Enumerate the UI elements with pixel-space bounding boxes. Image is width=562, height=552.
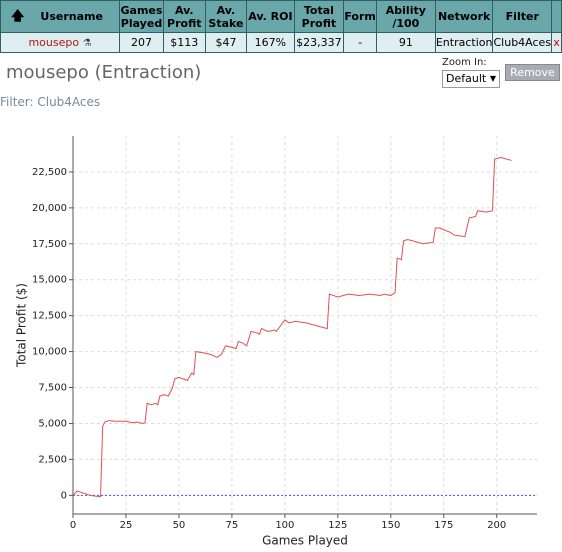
close-cell[interactable]: x	[551, 32, 562, 53]
player-name[interactable]: mousepo	[28, 36, 80, 49]
x-tick-label: 50	[173, 520, 186, 531]
y-tick-label: 22,500	[32, 167, 67, 178]
header-cell	[551, 0, 562, 33]
header-row: 🡅 Username Games Played Av. Profit Av. St…	[0, 0, 562, 33]
y-tick-label: 12,500	[32, 311, 67, 322]
cell: 167%	[246, 32, 295, 53]
stats-table: 🡅 Username Games Played Av. Profit Av. St…	[0, 0, 562, 53]
y-tick-label: 2,500	[38, 454, 67, 465]
y-tick-label: 7,500	[38, 383, 67, 394]
x-tick-label: 0	[70, 520, 76, 531]
x-tick-label: 125	[328, 520, 347, 531]
zoom-select[interactable]: Default ▼	[442, 70, 500, 88]
cell: 207	[119, 32, 164, 53]
header-cell[interactable]: Av. Profit	[162, 0, 206, 33]
y-tick-label: 0	[61, 490, 67, 501]
cell: 91	[375, 32, 436, 53]
y-tick-label: 15,000	[32, 275, 67, 286]
header-cell[interactable]: Filter	[492, 0, 553, 33]
x-tick-label: 200	[487, 520, 506, 531]
y-tick-label: 5,000	[38, 418, 67, 429]
header-cell[interactable]: Form	[343, 0, 377, 33]
y-tick-label: 17,500	[32, 239, 67, 250]
header-cell[interactable]: Total Profit	[293, 0, 345, 33]
x-tick-label: 75	[226, 520, 239, 531]
cell: Entraction	[434, 32, 494, 53]
y-tick-label: 20,000	[32, 203, 67, 214]
cell: mousepo ⚗	[0, 32, 121, 53]
x-tick-label: 175	[434, 520, 453, 531]
cell: $23,337	[293, 32, 345, 53]
header-cell[interactable]: 🡅 Username	[0, 0, 121, 33]
zoom-value: Default	[446, 72, 487, 85]
y-tick-label: 10,000	[32, 347, 67, 358]
filter-label: Filter: Club4Aces	[0, 95, 101, 109]
header-cell[interactable]: Games Played	[119, 0, 164, 33]
player-icon: ⚗	[82, 38, 92, 49]
profit-line	[72, 157, 512, 498]
header-cell[interactable]: Av. ROI	[246, 0, 295, 33]
x-tick-label: 100	[275, 520, 294, 531]
zoom-label: Zoom In:	[442, 57, 487, 68]
data-row: mousepo ⚗ 207 $113 $47 167% $23,337 - 91…	[0, 32, 562, 53]
header-cell[interactable]: Ability /100	[375, 0, 436, 33]
remove-button[interactable]: Remove	[505, 64, 560, 81]
cell: $113	[162, 32, 206, 53]
x-tick-label: 25	[120, 520, 133, 531]
page-title: mousepo (Entraction)	[6, 62, 202, 83]
cell: Club4Aces	[492, 32, 553, 53]
x-axis-title: Games Played	[262, 534, 348, 548]
cell: $47	[204, 32, 248, 53]
y-axis-title: Total Profit ($)	[15, 283, 29, 368]
header-text: Username	[40, 10, 103, 23]
header-cell[interactable]: Av. Stake	[204, 0, 248, 33]
header-cell[interactable]: Network	[434, 0, 494, 33]
x-tick-label: 150	[381, 520, 400, 531]
cell: -	[343, 32, 377, 53]
